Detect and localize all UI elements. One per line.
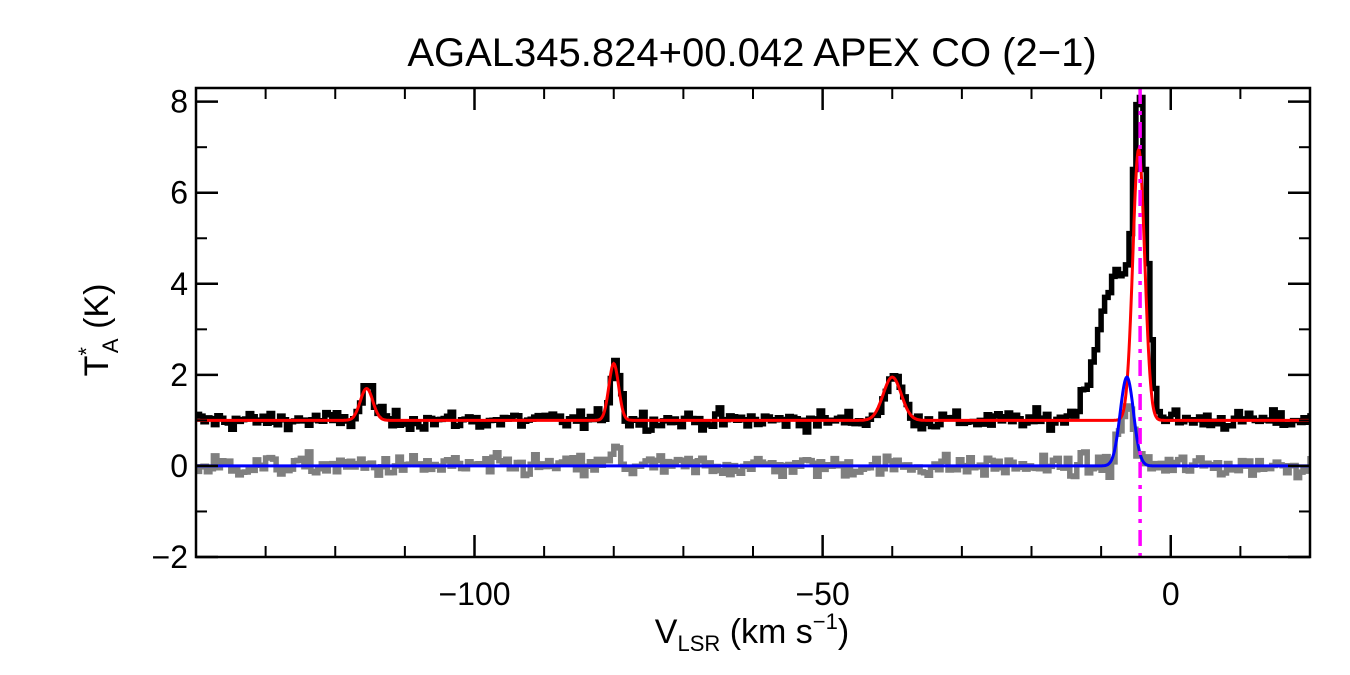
y-tick-label: 8 [170,84,188,120]
y-label-sup: * [74,347,99,356]
y-tick-label: 0 [170,448,188,484]
y-label-main: T [78,356,116,377]
y-tick-label: 6 [170,175,188,211]
x-axis-label: VLSR (km s−1) [655,609,849,656]
x-label-unit-pre: (km s [720,613,813,651]
y-label-sub: A [98,338,123,353]
y-label-unit: (K) [78,284,116,339]
x-label-main: V [655,613,678,651]
series-3-fit-line [196,375,1310,468]
y-axis-label: T*A (K) [74,284,123,377]
x-tick-label: −50 [795,576,849,612]
y-tick-label: 4 [170,266,188,302]
x-label-unit-post: ) [838,613,849,651]
x-tick-label: −100 [438,576,510,612]
x-label-unit-sup: −1 [813,609,838,634]
x-tick-label: 0 [1162,576,1180,612]
y-tick-label: 2 [170,357,188,393]
y-tick-label: −2 [152,539,188,575]
series-0-histogram [196,94,1310,435]
series-group [196,88,1310,557]
axes: −100 −50 0 −2 0 2 4 6 8 [152,84,1312,612]
x-label-sub: LSR [677,631,720,656]
plot-area [196,88,1310,557]
series-2-fit-line [196,145,1310,422]
chart-title: AGAL345.824+00.042 APEX CO (2−1) [407,31,1096,75]
